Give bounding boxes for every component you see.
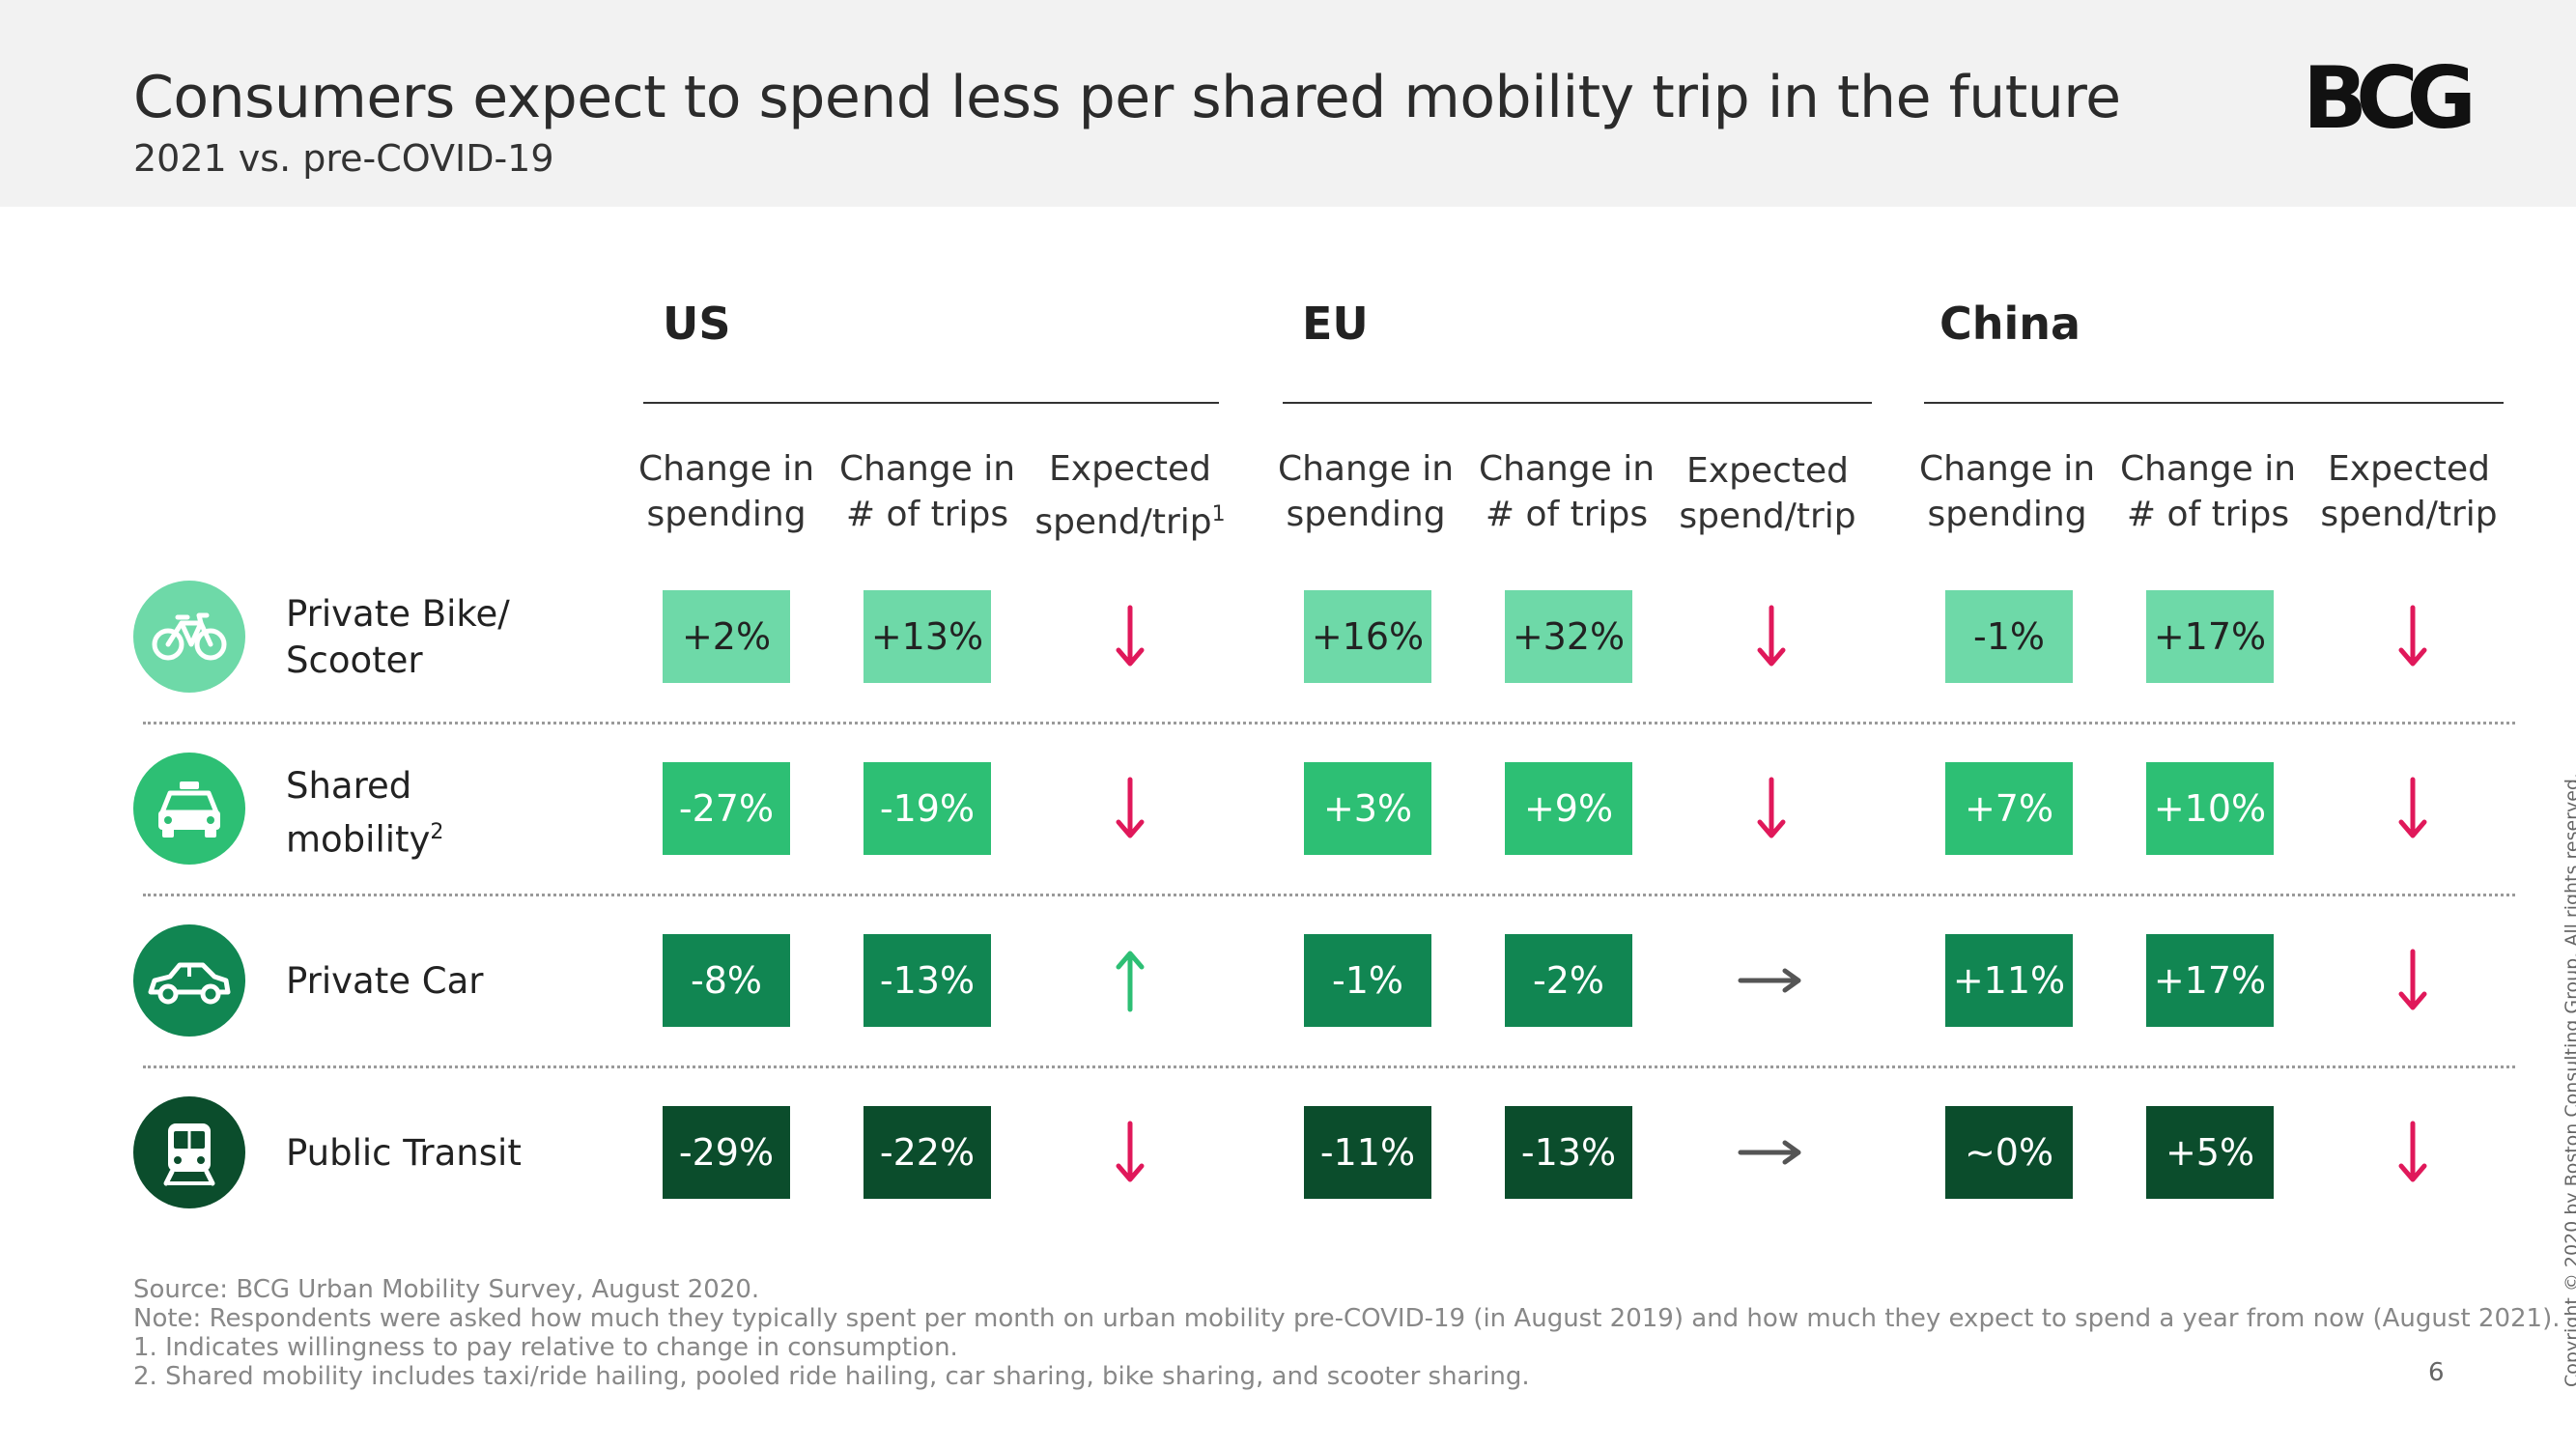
page-title: Consumers expect to spend less per share… (133, 64, 2121, 131)
row-divider (143, 894, 2515, 896)
col-header-eu-spending: Change in spending (1277, 449, 1455, 534)
footnote-2: 2. Shared mobility includes taxi/ride ha… (133, 1362, 1530, 1391)
col-header-china-spending: Change in spending (1918, 449, 2096, 534)
cell-car-china-spending: +11% (1945, 934, 2073, 1027)
cell-transit-china-spending: ~0% (1945, 1106, 2073, 1199)
trend-arrow-car-eu-flat-icon (1733, 942, 1810, 1019)
cell-bike-china-spending: -1% (1945, 590, 2073, 683)
header-band: Consumers expect to spend less per share… (0, 0, 2576, 207)
footnote-marker-1: 1 (1211, 502, 1226, 526)
footnote-1: 1. Indicates willingness to pay relative… (133, 1333, 958, 1362)
region-us-rule (643, 402, 1219, 404)
trend-arrow-car-us-up-icon (1091, 942, 1169, 1019)
trend-arrow-shared-china-down-icon (2374, 770, 2451, 847)
cell-shared-us-trips: -19% (863, 762, 991, 855)
train-icon (133, 1096, 245, 1208)
cell-transit-us-spending: -29% (663, 1106, 790, 1199)
col-header-us-spending: Change in spending (637, 449, 815, 534)
col-header-eu-trips: Change in # of trips (1478, 449, 1656, 534)
trend-arrow-shared-eu-down-icon (1733, 770, 1810, 847)
cell-bike-eu-trips: +32% (1505, 590, 1632, 683)
trend-arrow-bike-china-down-icon (2374, 598, 2451, 675)
cell-car-us-spending: -8% (663, 934, 790, 1027)
col-header-us-spend-trip: Expected spend/trip1 (1034, 449, 1226, 542)
trend-arrow-transit-eu-flat-icon (1733, 1114, 1810, 1191)
cell-transit-eu-spending: -11% (1304, 1106, 1431, 1199)
region-us-title: US (663, 298, 731, 350)
cell-shared-china-trips: +10% (2146, 762, 2274, 855)
cell-shared-us-spending: -27% (663, 762, 790, 855)
col-header-us-trips: Change in # of trips (838, 449, 1016, 534)
footnote-note: Note: Respondents were asked how much th… (133, 1304, 2561, 1333)
row-label-private-bike: Private Bike/Scooter (286, 593, 510, 681)
page-number: 6 (2428, 1358, 2445, 1387)
car-icon (133, 924, 245, 1037)
cell-bike-eu-spending: +16% (1304, 590, 1431, 683)
copyright-notice: Copyright © 2020 by Boston Consulting Gr… (2562, 772, 2576, 1387)
trend-arrow-bike-eu-down-icon (1733, 598, 1810, 675)
trend-arrow-transit-china-down-icon (2374, 1114, 2451, 1191)
row-divider (143, 722, 2515, 724)
row-divider (143, 1065, 2515, 1068)
trend-arrow-car-china-down-icon (2374, 942, 2451, 1019)
col-header-eu-spend-trip: Expected spend/trip (1679, 451, 1856, 536)
cell-car-us-trips: -13% (863, 934, 991, 1027)
cell-bike-china-trips: +17% (2146, 590, 2274, 683)
region-china-title: China (1939, 298, 2081, 350)
col-header-china-trips: Change in # of trips (2119, 449, 2297, 534)
row-label-shared-mobility: Shared mobility2 (286, 765, 444, 861)
cell-transit-china-trips: +5% (2146, 1106, 2274, 1199)
cell-transit-us-trips: -22% (863, 1106, 991, 1199)
cell-shared-china-spending: +7% (1945, 762, 2073, 855)
trend-arrow-shared-us-down-icon (1091, 770, 1169, 847)
bicycle-icon (133, 581, 245, 693)
cell-transit-eu-trips: -13% (1505, 1106, 1632, 1199)
cell-car-china-trips: +17% (2146, 934, 2274, 1027)
row-label-public-transit: Public Transit (286, 1132, 522, 1174)
trend-arrow-bike-us-down-icon (1091, 598, 1169, 675)
page-subtitle: 2021 vs. pre-COVID-19 (133, 137, 554, 180)
region-eu-title: EU (1302, 298, 1369, 350)
cell-shared-eu-trips: +9% (1505, 762, 1632, 855)
footnote-marker-2: 2 (430, 820, 444, 844)
col-header-china-spend-trip: Expected spend/trip (2320, 449, 2498, 534)
region-china-rule (1924, 402, 2504, 404)
taxi-icon (133, 753, 245, 865)
cell-car-eu-trips: -2% (1505, 934, 1632, 1027)
footnote-source: Source: BCG Urban Mobility Survey, Augus… (133, 1275, 760, 1304)
cell-bike-us-trips: +13% (863, 590, 991, 683)
bcg-logo: BCG (2303, 48, 2477, 148)
cell-bike-us-spending: +2% (663, 590, 790, 683)
row-label-private-car: Private Car (286, 960, 484, 1002)
trend-arrow-transit-us-down-icon (1091, 1114, 1169, 1191)
region-eu-rule (1283, 402, 1872, 404)
cell-car-eu-spending: -1% (1304, 934, 1431, 1027)
cell-shared-eu-spending: +3% (1304, 762, 1431, 855)
